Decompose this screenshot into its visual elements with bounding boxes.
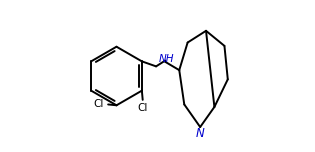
Text: N: N — [196, 127, 204, 140]
Text: Cl: Cl — [138, 103, 148, 113]
Text: NH: NH — [159, 54, 175, 64]
Text: Cl: Cl — [94, 99, 104, 109]
